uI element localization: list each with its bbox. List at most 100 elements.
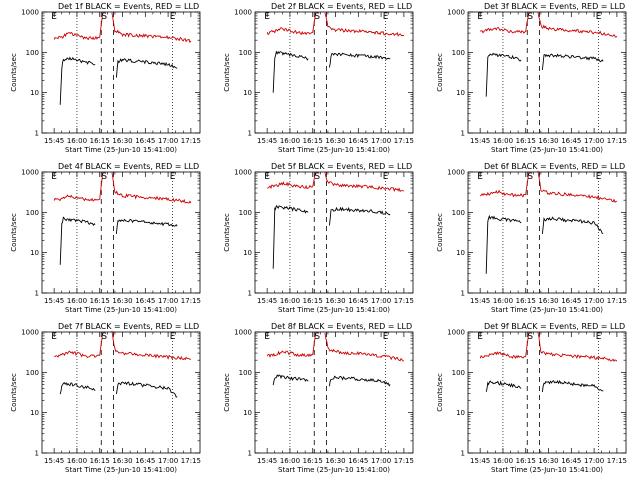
time-marker-label: S	[101, 172, 107, 182]
x-tick-label: 17:15	[181, 297, 201, 305]
detector-panel: Det 5f BLACK = Events, RED = LLD 1 10 100 10…	[213, 160, 425, 320]
y-tick-label: 1000	[234, 9, 252, 17]
x-tick-label: 17:00	[584, 137, 604, 145]
x-tick-label: 16:15	[90, 297, 110, 305]
events-series-line	[541, 53, 604, 71]
x-tick-label: 16:15	[516, 297, 536, 305]
events-series-line	[272, 374, 309, 386]
x-tick-label: 16:45	[348, 297, 368, 305]
x-tick-label: 16:15	[516, 457, 536, 465]
x-tick-label: 16:15	[90, 457, 110, 465]
time-marker-label: E	[383, 332, 389, 342]
lld-series-line	[525, 331, 530, 357]
lld-series-line	[53, 31, 100, 41]
events-series-line	[272, 204, 309, 269]
chart-title: Det 7f BLACK = Events, RED = LLD	[58, 322, 199, 331]
chart-svg: Det 1f BLACK = Events, RED = LLD 1 10 100 10…	[10, 2, 201, 154]
time-marker-label: S	[101, 12, 107, 22]
x-axis-label: Start Time (25-Jun-10 15:41:00)	[491, 146, 603, 154]
y-tick-label: 10	[30, 409, 39, 417]
events-series-line	[115, 58, 178, 78]
x-tick-label: 17:15	[394, 137, 414, 145]
lld-series-line	[525, 11, 530, 33]
chart-svg: Det 6f BLACK = Events, RED = LLD 1 10 100 10…	[436, 162, 627, 314]
events-series-line	[59, 381, 96, 395]
lld-series-line	[99, 11, 104, 38]
x-axis-label: Start Time (25-Jun-10 15:41:00)	[278, 306, 390, 314]
x-tick-label: 16:15	[516, 137, 536, 145]
time-marker-label: E	[51, 332, 57, 342]
y-tick-label: 1000	[447, 169, 465, 177]
y-axis-label: Counts/sec	[436, 213, 444, 252]
lld-series-line	[99, 171, 104, 200]
y-axis-label: Counts/sec	[10, 53, 18, 92]
y-axis-label: Counts/sec	[436, 53, 444, 92]
x-tick-label: 16:45	[561, 297, 581, 305]
time-marker-label: E	[170, 332, 176, 342]
x-tick-label: 16:30	[325, 457, 345, 465]
chart-title: Det 9f BLACK = Events, RED = LLD	[484, 322, 625, 331]
x-tick-label: 15:45	[44, 297, 64, 305]
detector-panel: Det 9f BLACK = Events, RED = LLD 1 10 100 10…	[426, 320, 638, 480]
lld-series-line	[111, 12, 192, 43]
x-axis-label: Start Time (25-Jun-10 15:41:00)	[278, 146, 390, 154]
x-tick-label: 16:45	[561, 457, 581, 465]
y-tick-label: 1	[461, 450, 465, 458]
time-marker-label: S	[527, 12, 533, 22]
lld-series-line	[99, 331, 104, 356]
x-tick-label: 15:45	[44, 457, 64, 465]
x-axis-label: Start Time (25-Jun-10 15:41:00)	[491, 466, 603, 474]
x-tick-label: 17:15	[181, 457, 201, 465]
plot-frame	[254, 331, 414, 454]
x-tick-label: 16:45	[348, 137, 368, 145]
x-tick-label: 17:15	[394, 457, 414, 465]
chart-title: Det 8f BLACK = Events, RED = LLD	[271, 322, 412, 331]
y-tick-label: 10	[243, 409, 252, 417]
chart-title: Det 4f BLACK = Events, RED = LLD	[58, 162, 199, 171]
lld-series-line	[479, 351, 526, 360]
y-tick-label: 10	[30, 249, 39, 257]
x-tick-label: 17:15	[181, 137, 201, 145]
lld-series-line	[266, 350, 313, 359]
y-tick-label: 1000	[21, 169, 39, 177]
lld-series-line	[111, 330, 191, 361]
chart-title: Det 6f BLACK = Events, RED = LLD	[484, 162, 625, 171]
events-series-line	[541, 216, 604, 234]
time-marker-label: S	[314, 12, 320, 22]
y-tick-label: 10	[30, 89, 39, 97]
x-tick-label: 15:45	[470, 137, 490, 145]
x-tick-label: 17:00	[158, 297, 178, 305]
y-tick-label: 1000	[21, 9, 39, 17]
x-tick-label: 16:45	[135, 137, 155, 145]
lld-series-line	[324, 12, 404, 37]
lld-series-line	[53, 194, 100, 202]
x-tick-label: 16:30	[538, 297, 558, 305]
detector-panel: Det 4f BLACK = Events, RED = LLD 1 10 100 10…	[0, 160, 212, 320]
x-tick-label: 16:30	[325, 137, 345, 145]
x-tick-label: 15:45	[470, 297, 490, 305]
time-marker-label: E	[477, 12, 483, 22]
time-marker-label: E	[51, 172, 57, 182]
x-tick-label: 17:00	[371, 137, 391, 145]
x-tick-label: 16:45	[348, 457, 368, 465]
time-marker-label: S	[101, 332, 107, 342]
time-marker-label: E	[264, 12, 270, 22]
x-tick-label: 17:15	[607, 297, 627, 305]
time-marker-label: E	[596, 172, 602, 182]
events-series-line	[541, 379, 604, 393]
y-tick-label: 1000	[234, 169, 252, 177]
chart-svg: Det 5f BLACK = Events, RED = LLD 1 10 100 10…	[223, 162, 414, 314]
x-tick-label: 15:45	[257, 457, 277, 465]
time-marker-label: E	[51, 12, 57, 22]
x-axis-label: Start Time (25-Jun-10 15:41:00)	[65, 466, 177, 474]
time-marker-label: S	[314, 172, 320, 182]
y-axis-label: Counts/sec	[223, 53, 231, 92]
x-axis-label: Start Time (25-Jun-10 15:41:00)	[65, 146, 177, 154]
x-tick-label: 17:00	[584, 297, 604, 305]
detector-panel: Det 2f BLACK = Events, RED = LLD 1 10 100 10…	[213, 0, 425, 160]
x-tick-label: 17:15	[607, 457, 627, 465]
lld-series-line	[111, 171, 192, 204]
y-axis-label: Counts/sec	[223, 213, 231, 252]
x-tick-label: 16:00	[280, 457, 300, 465]
time-marker-label: E	[170, 172, 176, 182]
